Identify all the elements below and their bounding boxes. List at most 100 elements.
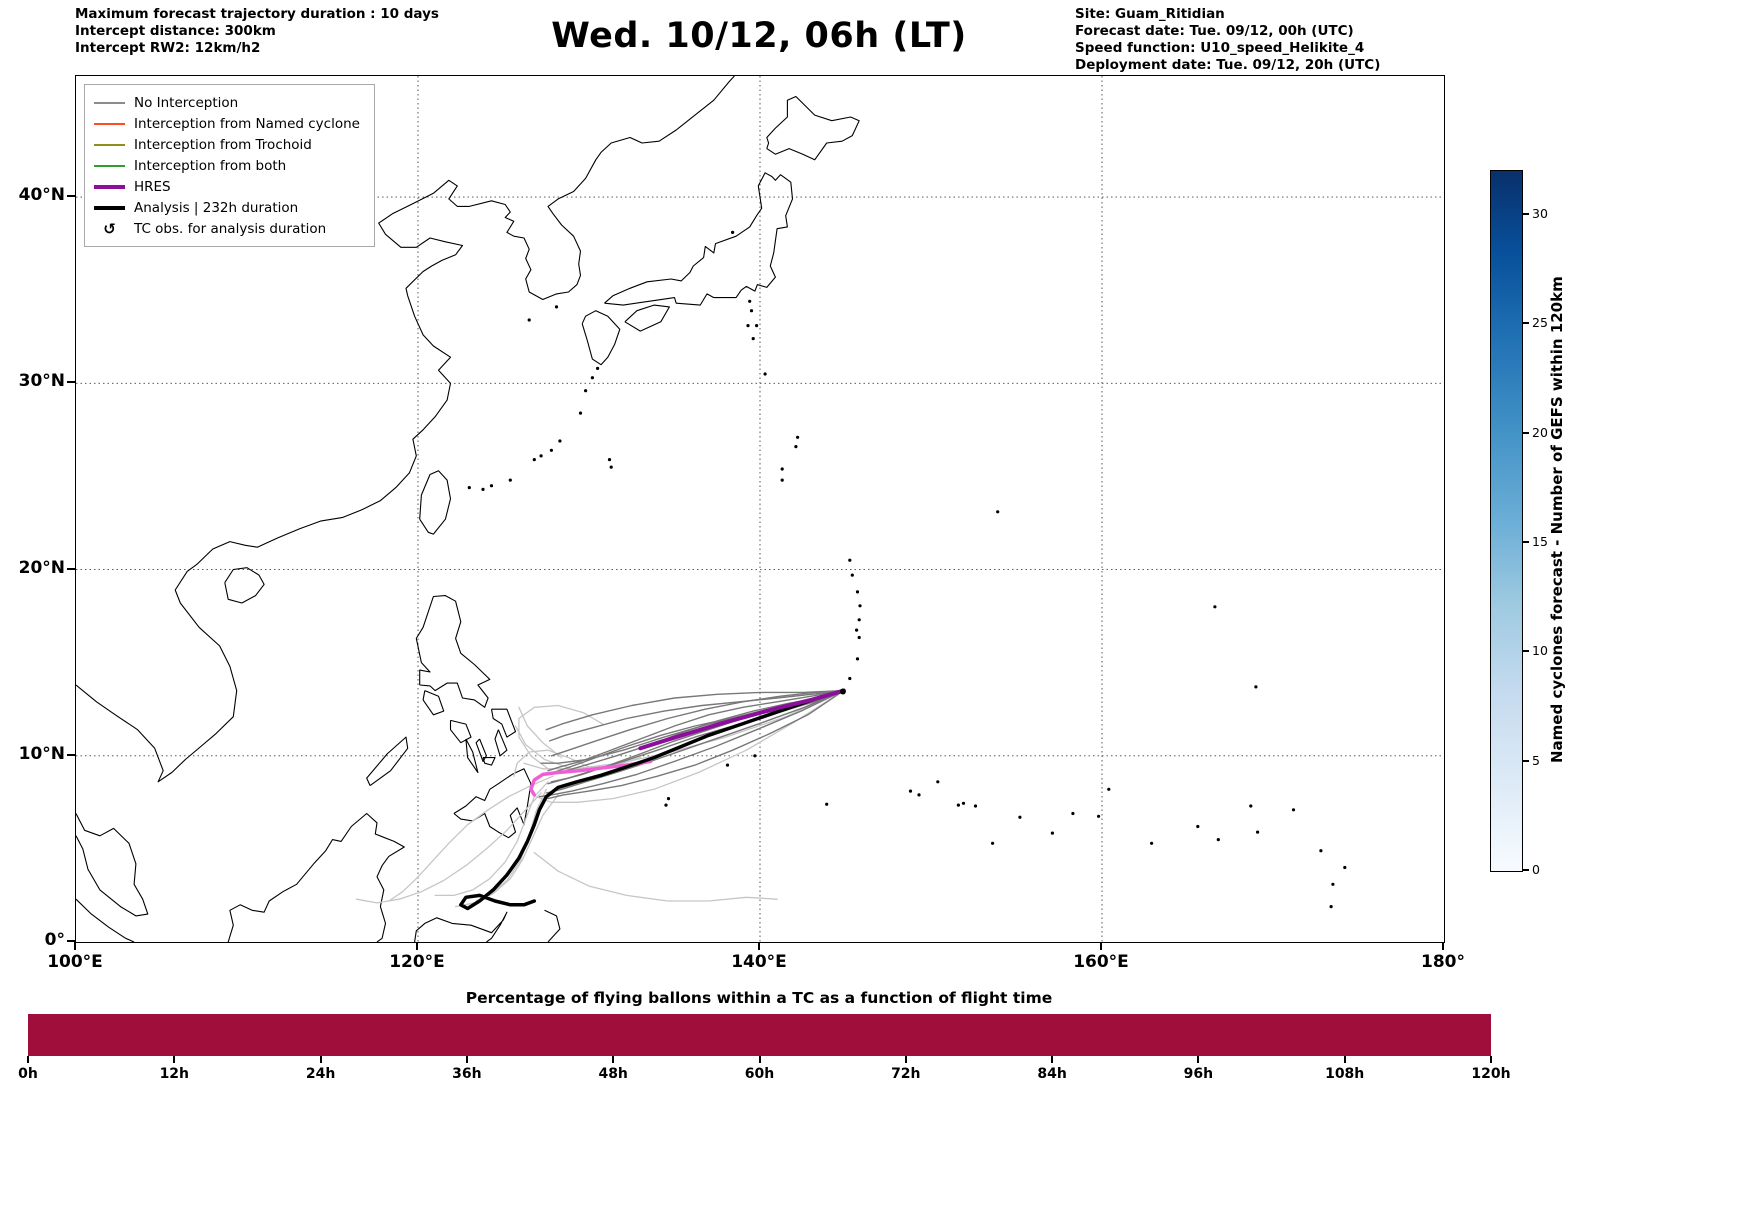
island-dot	[584, 389, 588, 393]
y-tickmark	[67, 567, 75, 570]
hour-tick-label: 72h	[891, 1066, 921, 1082]
y-tick-label: 20°N	[18, 557, 65, 578]
hour-tick-label: 36h	[452, 1066, 482, 1082]
y-tick-label: 30°N	[18, 371, 65, 392]
x-tickmark	[1442, 942, 1444, 950]
coastline	[76, 76, 735, 783]
hour-tickmark	[758, 1056, 761, 1063]
island-dot	[527, 318, 531, 322]
coastline	[465, 738, 479, 774]
island-dot	[755, 324, 759, 328]
coastline	[422, 690, 445, 716]
island-dot	[481, 487, 485, 491]
trajectory-gefs-5	[549, 689, 845, 742]
hour-tickmark	[465, 1056, 468, 1063]
island-dot	[794, 445, 798, 449]
colorbar-tick-label: 10	[1532, 643, 1548, 659]
legend-label: HRES	[134, 178, 171, 195]
coastline	[415, 595, 491, 708]
hour-tick-label: 120h	[1471, 1066, 1511, 1082]
island-dot	[1249, 804, 1253, 808]
legend-item: ↺ TC obs. for analysis duration	[94, 218, 360, 239]
island-dot	[489, 484, 494, 488]
tc-obs-marker-icon: ↺	[103, 219, 116, 238]
trajectory-gefs-6	[545, 689, 845, 794]
legend-item: Interception from Named cyclone	[94, 113, 360, 134]
island-dot	[1196, 824, 1200, 829]
site-marker	[839, 688, 846, 695]
colorbar-tickmark	[1523, 431, 1529, 434]
legend-item: HRES	[94, 176, 360, 197]
colorbar-label: Named cyclones forecast - Number of GEFS…	[1548, 276, 1566, 764]
island-dot	[554, 305, 559, 309]
hour-tickmark	[612, 1056, 615, 1063]
map-canvas	[76, 76, 1444, 942]
island-dot	[664, 803, 668, 807]
coastline	[76, 898, 135, 942]
island-dot	[467, 486, 471, 490]
island-dot	[961, 801, 966, 805]
island-dot	[991, 841, 995, 845]
island-dot	[858, 604, 862, 608]
coastline	[449, 719, 472, 744]
x-tickmark	[758, 942, 760, 950]
coastline	[227, 812, 405, 942]
coastline	[482, 757, 496, 766]
hour-tick-label: 12h	[159, 1066, 190, 1082]
y-tickmark	[67, 195, 75, 198]
x-tick-label: 140°E	[731, 952, 787, 972]
hour-tickmark	[27, 1056, 29, 1063]
island-dot	[753, 754, 757, 758]
hour-tick-label: 96h	[1183, 1066, 1214, 1082]
legend-label: Interception from Named cyclone	[134, 115, 360, 132]
colorbar-tickmark	[1523, 650, 1529, 653]
legend-item: Analysis | 232h duration	[94, 197, 360, 218]
legend-label: No Interception	[134, 94, 239, 111]
island-dot	[746, 324, 750, 328]
info-left: Maximum forecast trajectory duration : 1…	[75, 6, 439, 57]
island-dot	[607, 458, 612, 462]
island-dot	[763, 372, 767, 376]
hour-tick-label: 60h	[744, 1066, 775, 1082]
x-tickmark	[74, 942, 76, 950]
legend-line-swatch	[94, 143, 125, 146]
coastline	[419, 470, 452, 535]
info-left-line3: Intercept RW2: 12km/h2	[75, 40, 261, 56]
hour-tick-label: 0h	[18, 1066, 38, 1082]
x-tick-label: 100°E	[47, 952, 103, 972]
trajectory-gefs-light-1	[535, 689, 845, 803]
coastline	[494, 729, 508, 757]
hour-tickmark	[1343, 1056, 1346, 1063]
island-dot	[748, 299, 752, 303]
coastline	[76, 813, 149, 917]
map-panel: No Interception Interception from Named c…	[75, 75, 1445, 943]
legend-label: Analysis | 232h duration	[134, 199, 299, 216]
legend-line-swatch	[94, 184, 125, 189]
trajectory-gefs-light-4	[475, 788, 547, 902]
trajectory-gefs-light-9	[533, 851, 778, 902]
colorbar-tick-label: 25	[1532, 315, 1548, 331]
coastline	[366, 736, 409, 787]
info-left-line2: Intercept distance: 300km	[75, 23, 276, 39]
island-dot	[848, 676, 852, 681]
y-tickmark	[67, 381, 75, 384]
colorbar-tick-label: 30	[1532, 205, 1548, 221]
info-right-line2: Forecast date: Tue. 09/12, 00h (UTC)	[1075, 23, 1354, 39]
island-dot	[596, 366, 600, 370]
island-dot	[1216, 838, 1220, 842]
trajectory-gefs-12	[547, 689, 845, 800]
coastline	[766, 95, 860, 161]
trajectory-hres	[638, 688, 846, 751]
colorbar-tickmark	[1523, 869, 1529, 871]
trajectory-gefs-7	[538, 689, 845, 798]
legend-line-swatch	[94, 164, 125, 167]
info-right-line4: Deployment date: Tue. 09/12, 20h (UTC)	[1075, 57, 1381, 73]
x-tick-label: 180°	[1421, 952, 1465, 972]
legend-line-swatch	[94, 205, 125, 210]
island-dot	[850, 573, 854, 577]
island-dot	[1050, 831, 1054, 835]
y-tickmark	[67, 940, 75, 942]
coastline	[414, 911, 508, 942]
trajectory-gefs-light-3	[434, 781, 549, 897]
island-dot	[780, 478, 784, 482]
